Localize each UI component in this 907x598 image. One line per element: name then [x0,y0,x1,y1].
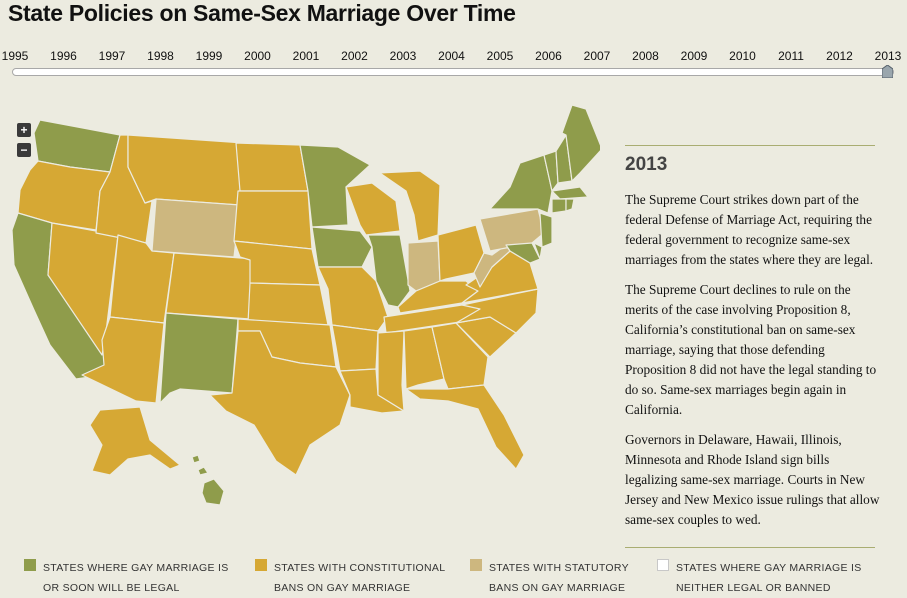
legend-label-constitutional-line2: BANS ON GAY MARRIAGE [274,582,411,594]
state-LA[interactable] [339,368,405,414]
legend-swatch-statutory [470,559,482,571]
state-AL[interactable] [403,326,445,390]
state-PA[interactable] [479,208,545,252]
state-IA[interactable] [311,226,373,268]
info-paragraph-2: The Supreme Court declines to rule on th… [625,282,877,417]
legend-label-constitutional-line1: STATES WITH CONSTITUTIONAL [274,562,446,574]
info-bottom-rule [625,547,875,548]
state-MI[interactable] [379,170,441,242]
state-AK[interactable] [89,406,181,476]
info-text: The Supreme Court strikes down part of t… [625,190,883,540]
legend-label-statutory-line1: STATES WITH STATUTORY [489,562,629,574]
state-FL[interactable] [405,384,525,470]
state-HI[interactable] [201,478,225,506]
timeline-year-2001[interactable]: 2001 [292,49,320,63]
timeline-year-1998[interactable]: 1998 [147,49,174,63]
info-paragraph-1: The Supreme Court strikes down part of t… [625,192,874,267]
timeline-year-2010[interactable]: 2010 [729,49,756,63]
timeline-year-1996[interactable]: 1996 [50,49,77,63]
state-AZ[interactable] [81,316,165,404]
timeline-year-2013[interactable]: 2013 [874,49,902,63]
state-MS[interactable] [377,330,405,412]
timeline-year-1997[interactable]: 1997 [98,49,126,63]
state-CO[interactable] [165,252,255,320]
timeline-year-2005[interactable]: 2005 [486,49,514,63]
info-top-rule [625,145,875,146]
state-WY[interactable] [151,198,241,258]
state-RI[interactable] [565,198,575,212]
timeline-slider-track[interactable] [12,68,894,76]
legend-label-neither-line2: NEITHER LEGAL OR BANNED [676,582,831,594]
timeline-year-2003[interactable]: 2003 [389,49,417,63]
timeline-year-2009[interactable]: 2009 [680,49,708,63]
legend-label-legal-line2: OR SOON WILL BE LEGAL [43,582,180,594]
legend-swatch-legal [24,559,36,571]
state-NJ[interactable] [539,212,553,248]
legend-label-legal-line1: STATES WHERE GAY MARRIAGE IS [43,562,229,574]
state-DE[interactable] [533,242,543,260]
page-title: State Policies on Same-Sex Marriage Over… [8,0,516,26]
legend-label-neither-line1: STATES WHERE GAY MARRIAGE IS [676,562,862,574]
zoom-in-button[interactable]: + [17,123,31,137]
state-HI-islands [191,454,209,476]
state-SD[interactable] [233,190,313,250]
us-map [11,104,600,506]
timeline-year-2002[interactable]: 2002 [341,49,368,63]
timeline-year-1995[interactable]: 1995 [1,49,29,63]
state-KS[interactable] [247,282,329,326]
state-AR[interactable] [331,324,379,372]
state-MD[interactable] [505,242,541,264]
timeline-year-2004[interactable]: 2004 [438,49,465,63]
timeline-year-labels: 1995 1996 1997 1998 1999 2000 2001 2002 2003 2004… [0,49,907,65]
timeline-year-2008[interactable]: 2008 [632,49,659,63]
state-MN[interactable] [299,144,371,228]
state-ND[interactable] [235,142,309,192]
legend-swatch-constitutional [255,559,267,571]
state-MO[interactable] [317,266,389,332]
state-NC[interactable] [455,288,539,334]
timeline-year-2007[interactable]: 2007 [583,49,611,63]
state-NY[interactable] [489,154,553,214]
state-NM[interactable] [159,312,239,404]
legend-swatch-neither [657,559,669,571]
timeline-year-2011[interactable]: 2011 [778,49,804,63]
timeline-slider-handle[interactable] [882,65,893,78]
state-MA[interactable] [551,186,589,200]
state-ME[interactable] [561,104,600,182]
timeline-year-2000[interactable]: 2000 [244,49,271,63]
timeline-year-1999[interactable]: 1999 [195,49,223,63]
zoom-out-button[interactable]: − [17,143,31,157]
timeline-year-2006[interactable]: 2006 [535,49,562,63]
info-year: 2013 [625,154,668,175]
legend-label-statutory-line2: BANS ON GAY MARRIAGE [489,582,626,594]
state-IL[interactable] [367,234,411,308]
state-CT[interactable] [551,198,567,214]
state-WI[interactable] [345,182,401,236]
info-paragraph-3: Governors in Delaware, Hawaii, Illinois,… [625,432,880,527]
state-TX[interactable] [209,330,351,476]
timeline-year-2012[interactable]: 2012 [826,49,853,63]
